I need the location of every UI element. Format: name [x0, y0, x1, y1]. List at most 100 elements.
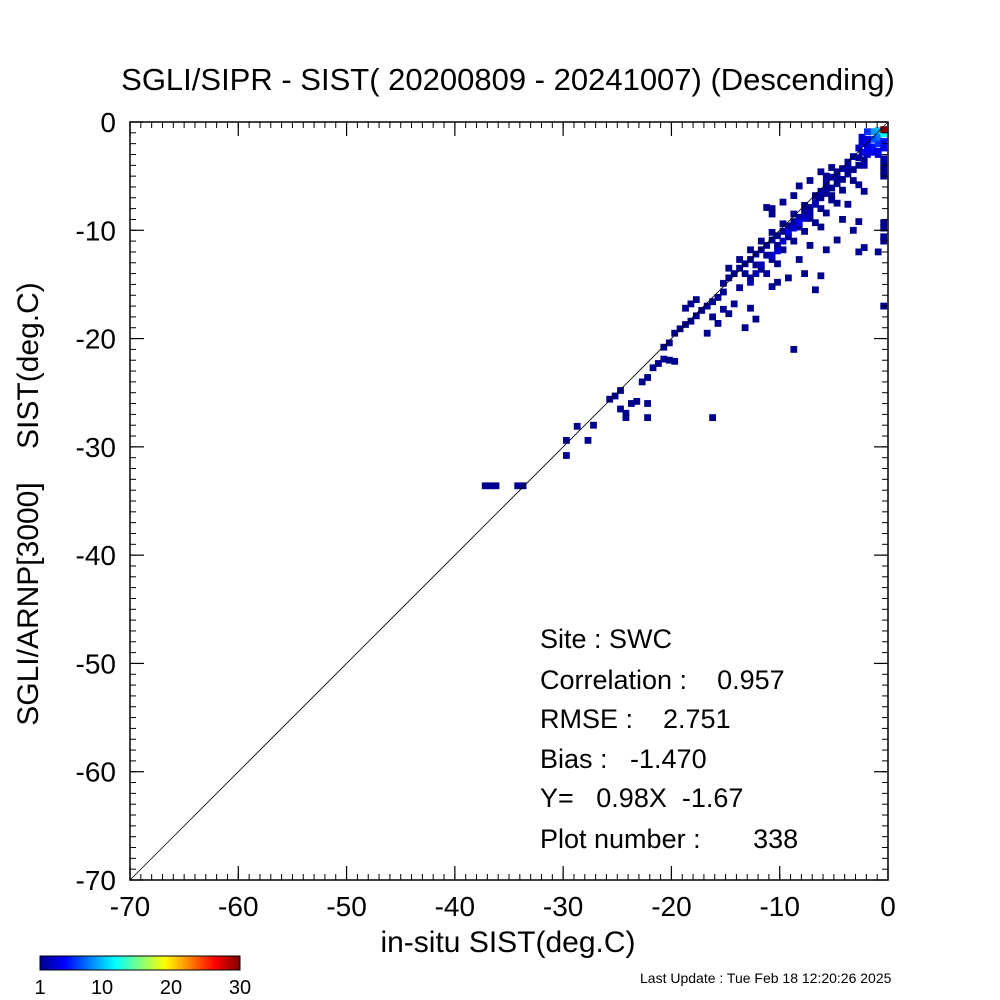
- density-cell: [790, 237, 798, 245]
- density-cell: [822, 246, 830, 254]
- density-cell: [714, 294, 722, 301]
- density-cell: [839, 216, 846, 223]
- density-cell: [801, 228, 808, 235]
- density-cell: [687, 300, 695, 308]
- x-minor-ticks: [129, 122, 889, 880]
- density-cell: [806, 215, 814, 222]
- density-cell: [611, 392, 619, 400]
- density-cell: [833, 180, 841, 188]
- x-tick-label: -60: [218, 891, 258, 922]
- density-cell: [828, 196, 836, 204]
- density-cell: [768, 236, 776, 244]
- density-cell: [817, 168, 825, 176]
- density-cell: [725, 310, 733, 318]
- density-cell: [768, 283, 776, 290]
- x-tick-label: -30: [543, 891, 583, 922]
- density-cell: [855, 181, 863, 189]
- density-cell: [757, 246, 765, 254]
- density-cell: [844, 161, 852, 169]
- density-cell: [779, 198, 787, 206]
- density-cell: [741, 270, 749, 277]
- density-cell: [839, 165, 846, 172]
- density-cell: [795, 219, 803, 227]
- x-axis-label: in-situ SIST(deg.C): [380, 926, 635, 959]
- density-cell: [855, 218, 863, 225]
- density-cell: [833, 168, 841, 176]
- density-cell: [858, 140, 866, 148]
- density-cell: [692, 296, 700, 303]
- density-cell: [869, 148, 877, 156]
- density-cell: [860, 161, 868, 169]
- density-cell: [720, 305, 727, 313]
- density-cell: [736, 284, 743, 292]
- density-cell: [822, 178, 830, 185]
- colorbar-gradient: [39, 955, 241, 971]
- density-cell: [563, 452, 570, 459]
- density-cell: [519, 482, 527, 490]
- density-cell: [644, 414, 651, 421]
- density-cell: [849, 166, 857, 173]
- y-major-ticks: 0 -10 -20 -30 -40 -50 -60 -70: [76, 107, 888, 896]
- colorbar-labels: 1 10 20 30: [34, 977, 251, 999]
- density-cell: [660, 343, 668, 351]
- density-cell: [638, 378, 646, 386]
- y-tick-label: -60: [76, 757, 116, 788]
- density-cell: [714, 320, 722, 327]
- density-cell: [763, 204, 771, 211]
- density-cell: [763, 242, 771, 249]
- density-cell: [763, 251, 771, 259]
- density-cell: [785, 222, 792, 230]
- density-cell: [747, 274, 754, 282]
- density-cell: [822, 190, 830, 197]
- density-cell: [828, 192, 836, 199]
- density-cell: [833, 199, 841, 207]
- last-update-text: Last Update : Tue Feb 18 12:20:26 2025: [640, 970, 892, 986]
- colorbar-tick-label: 1: [34, 977, 45, 999]
- density-cell: [720, 279, 727, 287]
- density-cell: [563, 437, 570, 444]
- density-cell: [703, 329, 711, 337]
- density-cell: [655, 360, 662, 367]
- density-cell: [874, 147, 882, 155]
- density-cell: [880, 167, 888, 175]
- density-cell: [709, 313, 716, 321]
- density-cell: [880, 126, 888, 133]
- density-cell: [757, 265, 765, 273]
- density-cell: [849, 226, 857, 234]
- density-cell: [752, 261, 760, 269]
- density-cell: [855, 161, 863, 169]
- density-cell: [822, 209, 830, 217]
- density-cell: [785, 229, 792, 236]
- density-cell: [747, 278, 754, 286]
- density-cell: [874, 248, 882, 256]
- density-cell: [779, 228, 787, 235]
- statistics-box: Site : SWC Correlation : 0.957 RMSE : 2.…: [540, 624, 798, 854]
- density-cell: [839, 176, 846, 183]
- density-cell: [869, 128, 877, 136]
- density-cell: [864, 128, 871, 136]
- density-cell: [864, 146, 871, 154]
- one-to-one-line: [129, 121, 889, 881]
- density-cells: [481, 126, 888, 490]
- density-cell: [880, 130, 888, 138]
- y-tick-label: -50: [76, 648, 116, 679]
- density-cell: [590, 421, 597, 429]
- density-cell: [757, 261, 765, 269]
- density-cell: [817, 272, 825, 280]
- colorbar-tick-label: 10: [91, 977, 113, 999]
- density-cell: [617, 405, 624, 413]
- density-cell: [828, 164, 836, 171]
- density-cell: [880, 144, 888, 152]
- density-cell: [768, 229, 776, 236]
- density-cell: [806, 177, 814, 184]
- density-cell: [817, 187, 825, 195]
- stat-bias: Bias : -1.470: [540, 744, 707, 774]
- density-cell: [855, 154, 863, 162]
- density-cell: [801, 270, 808, 277]
- density-cell: [779, 237, 787, 245]
- density-cell: [617, 387, 624, 394]
- density-cell: [785, 233, 792, 241]
- density-cell: [768, 210, 776, 218]
- density-cell: [855, 248, 863, 256]
